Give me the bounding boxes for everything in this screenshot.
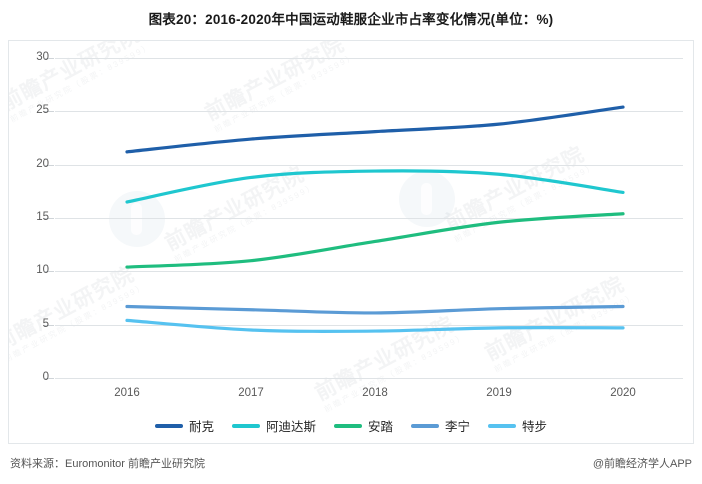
source-text: 资料来源：Euromonitor 前瞻产业研究院 — [10, 458, 205, 470]
chart-frame: 前瞻产业研究院 前瞻产业研究院（股票：839599） 前瞻产业研究院 前瞻产业研究院… — [8, 40, 694, 444]
y-tick-mark — [45, 218, 54, 219]
series-line — [125, 304, 625, 315]
chart-legend: 耐克 阿迪达斯 安踏 李宁 特步 — [0, 416, 702, 435]
x-axis-label: 2017 — [238, 387, 264, 399]
x-axis-label: 2019 — [486, 387, 512, 399]
series-line — [125, 318, 625, 333]
chart-footer: 资料来源：Euromonitor 前瞻产业研究院 @前瞻经济学人APP — [0, 455, 702, 471]
legend-item[interactable]: 李宁 — [411, 416, 470, 435]
legend-label: 阿迪达斯 — [265, 420, 316, 434]
series-line — [125, 169, 625, 204]
x-axis-label: 2018 — [362, 387, 388, 399]
gridline — [55, 164, 683, 166]
legend-swatch-icon — [333, 423, 362, 428]
legend-swatch-icon — [154, 423, 183, 428]
gridline — [55, 58, 683, 59]
y-tick-mark — [45, 58, 54, 59]
attribution-text: @前瞻经济学人APP — [592, 458, 692, 470]
legend-label: 耐克 — [188, 420, 214, 434]
y-tick-mark — [45, 271, 54, 273]
gridline — [55, 378, 683, 379]
legend-item[interactable]: 安踏 — [333, 416, 393, 435]
y-axis-label: 25 — [36, 104, 49, 117]
page-title: 图表20：2016-2020年中国运动鞋服企业市占率变化情况(单位：%) — [148, 12, 554, 27]
y-axis-label: 15 — [36, 211, 49, 223]
y-tick-mark — [45, 324, 54, 326]
y-axis-label: 10 — [36, 264, 49, 277]
gridline — [55, 111, 683, 113]
series-lines — [125, 105, 625, 333]
series-line — [125, 105, 625, 154]
legend-swatch-icon — [411, 423, 439, 428]
y-tick-mark — [45, 378, 54, 379]
legend-item[interactable]: 特步 — [488, 416, 547, 435]
gridline — [55, 218, 683, 219]
gridline — [55, 271, 683, 273]
legend-label: 特步 — [522, 420, 548, 434]
series-line — [125, 212, 625, 269]
y-tick-mark — [45, 164, 54, 166]
y-axis-label: 0 — [42, 371, 49, 383]
y-tick-mark — [45, 111, 54, 113]
legend-label: 安踏 — [367, 420, 393, 434]
legend-item[interactable]: 耐克 — [154, 416, 214, 435]
y-axis-label: 5 — [42, 317, 49, 330]
legend-swatch-icon — [231, 423, 260, 428]
legend-item[interactable]: 阿迪达斯 — [231, 416, 316, 435]
gridline — [55, 324, 683, 326]
y-axis-label: 30 — [36, 51, 49, 63]
y-axis-label: 20 — [36, 157, 49, 170]
legend-label: 李宁 — [445, 420, 471, 434]
legend-swatch-icon — [488, 423, 517, 428]
x-axis-label: 2016 — [114, 387, 140, 399]
x-axis-label: 2020 — [610, 387, 636, 399]
plot-area: 0 5 10 15 20 25 30 2016 2017 2018 2019 2020 — [9, 41, 693, 443]
